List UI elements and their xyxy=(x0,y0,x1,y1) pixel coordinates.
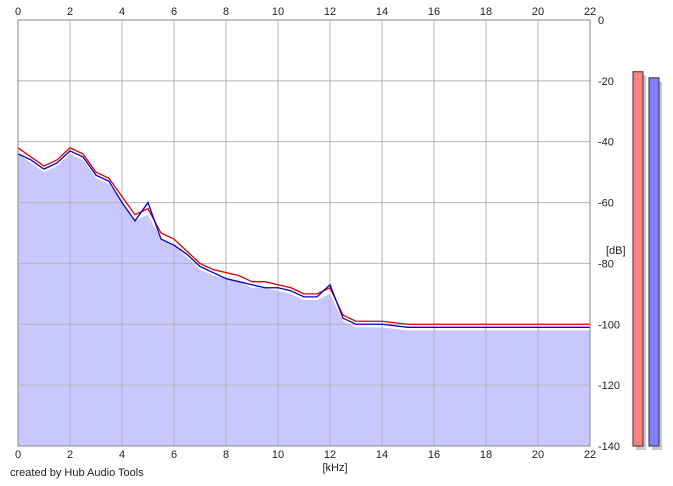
x-tick-label-bottom: 14 xyxy=(376,449,388,461)
x-tick-label-top: 14 xyxy=(376,6,388,18)
x-tick-label-bottom: 0 xyxy=(15,449,21,461)
x-tick-label-top: 10 xyxy=(272,6,284,18)
level-meters xyxy=(632,71,662,451)
x-tick-label-bottom: 18 xyxy=(480,449,492,461)
y-tick-label: -120 xyxy=(598,380,620,392)
x-tick-label-bottom: 2 xyxy=(67,449,73,461)
plot-frame xyxy=(17,19,591,447)
y-tick-label: -80 xyxy=(598,258,614,270)
level-meter-left xyxy=(632,71,644,447)
x-tick-label-top: 4 xyxy=(119,6,125,18)
x-tick-label-top: 0 xyxy=(15,6,21,18)
axis-layer: 002244668810101212141416161818202022220-… xyxy=(15,6,620,461)
y-tick-label: -100 xyxy=(598,319,620,331)
x-tick-label-bottom: 6 xyxy=(171,449,177,461)
x-tick-label-top: 22 xyxy=(584,6,596,18)
x-tick-label-top: 16 xyxy=(428,6,440,18)
x-axis-label: [kHz] xyxy=(322,462,347,474)
credit-text: created by Hub Audio Tools xyxy=(10,467,144,479)
x-tick-label-top: 20 xyxy=(532,6,544,18)
spectrum-line-red xyxy=(17,147,590,325)
x-tick-label-bottom: 12 xyxy=(324,449,336,461)
x-tick-label-bottom: 8 xyxy=(223,449,229,461)
y-tick-label: -140 xyxy=(598,441,620,453)
x-tick-label-bottom: 22 xyxy=(584,449,596,461)
x-tick-label-bottom: 10 xyxy=(272,449,284,461)
y-axis-label: [dB] xyxy=(606,245,626,257)
y-tick-label: 0 xyxy=(598,15,604,27)
x-tick-label-bottom: 4 xyxy=(119,449,125,461)
x-tick-label-bottom: 20 xyxy=(532,449,544,461)
level-meter-right xyxy=(648,77,660,447)
x-tick-label-top: 8 xyxy=(223,6,229,18)
x-tick-label-top: 6 xyxy=(171,6,177,18)
x-tick-label-top: 18 xyxy=(480,6,492,18)
series-layer xyxy=(17,147,590,328)
spectrum-line-blue xyxy=(17,150,590,328)
y-tick-label: -20 xyxy=(598,76,614,88)
x-tick-label-bottom: 16 xyxy=(428,449,440,461)
x-tick-label-top: 2 xyxy=(67,6,73,18)
spectrum-fill-area xyxy=(18,153,590,446)
y-tick-label: -40 xyxy=(598,137,614,149)
y-tick-label: -60 xyxy=(598,198,614,210)
x-tick-label-top: 12 xyxy=(324,6,336,18)
spectrum-fill-layer xyxy=(18,153,590,446)
